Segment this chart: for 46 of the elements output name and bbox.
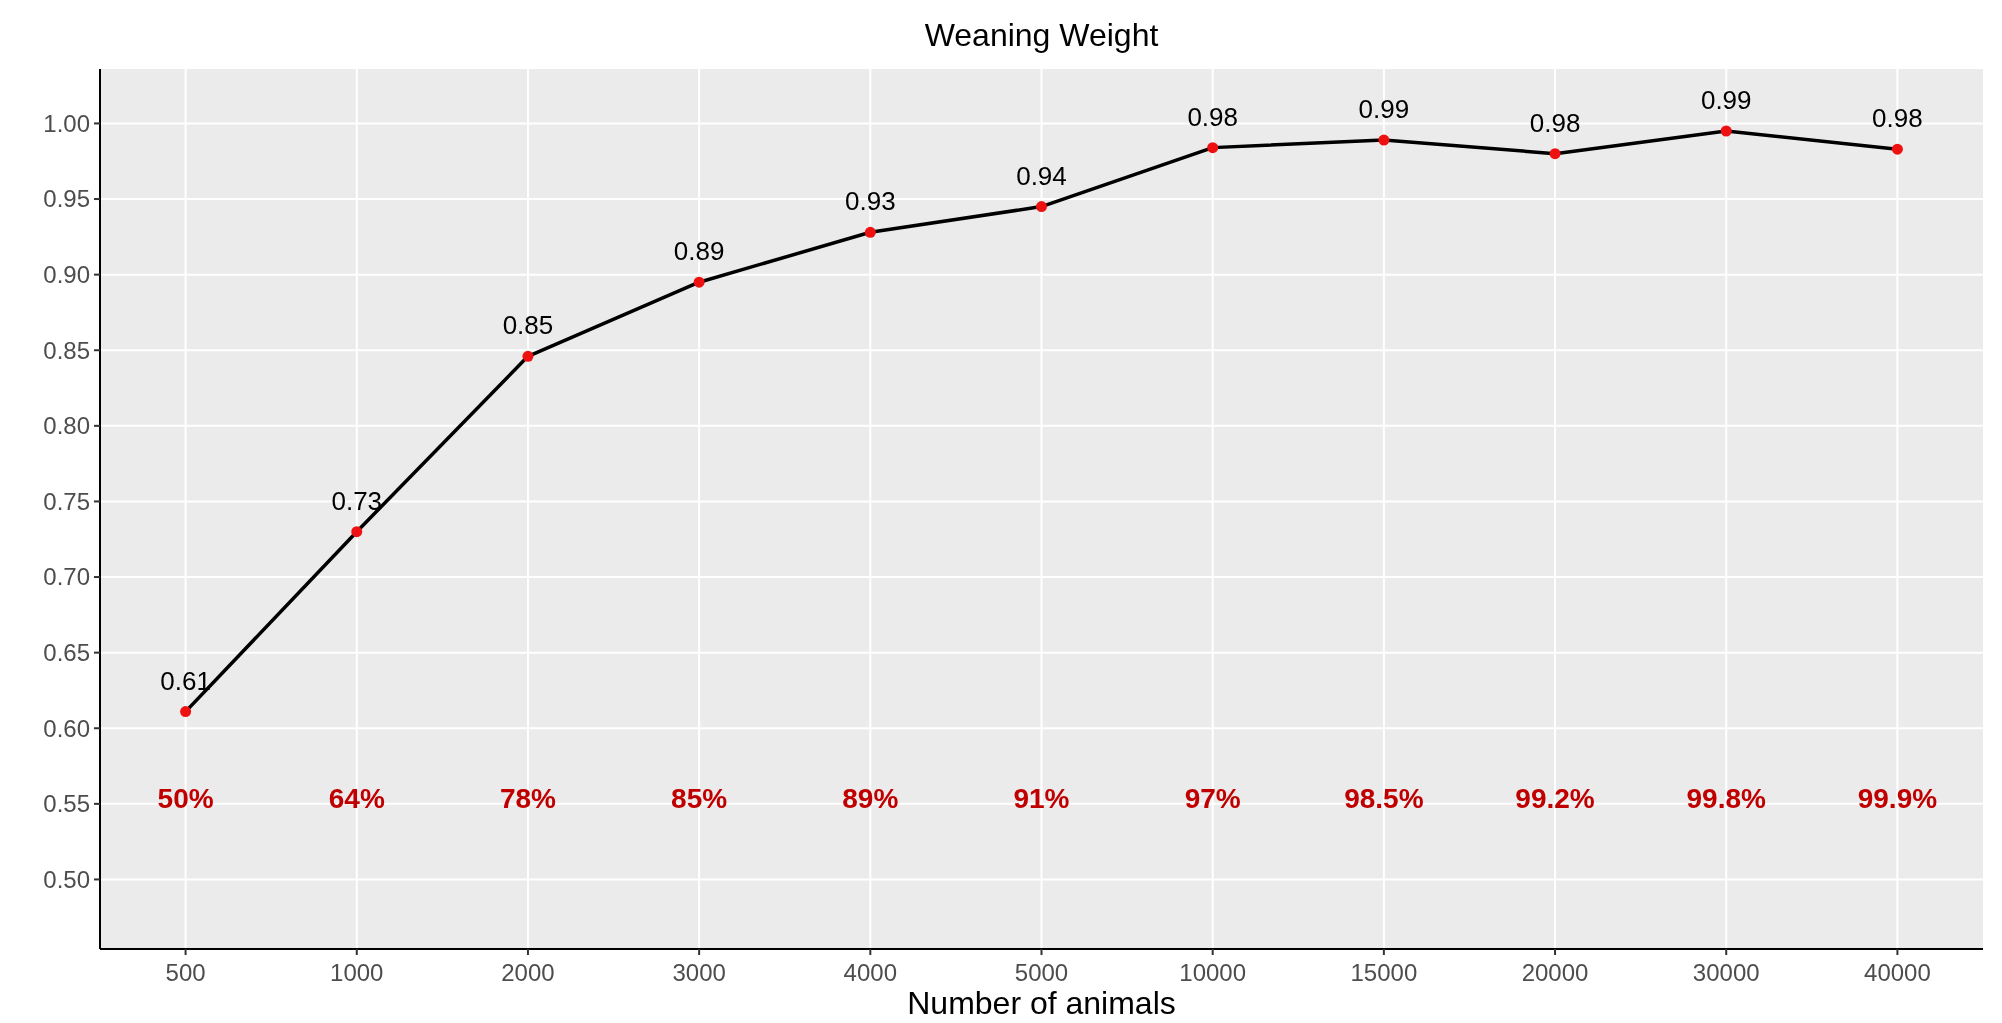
y-tick-label: 0.65: [43, 639, 90, 667]
data-label: 0.61: [160, 665, 211, 696]
annotation: 85%: [671, 782, 728, 814]
x-tick-label: 3000: [672, 959, 726, 986]
data-label: 0.89: [673, 236, 725, 267]
x-tick-label: 20000: [1521, 959, 1589, 986]
annotation: 98.5%: [1344, 782, 1424, 814]
annotation: 97%: [1184, 782, 1241, 814]
annotation: 78%: [499, 782, 557, 814]
x-axis-title: Number of animals: [907, 985, 1176, 1021]
y-tick-label: 0.70: [43, 563, 90, 591]
data-label: 0.98: [1529, 107, 1581, 138]
x-tick-label: 500: [165, 959, 206, 986]
x-tick-label: 4000: [843, 959, 898, 986]
chart-title: Weaning Weight: [924, 17, 1159, 53]
x-tick-label: 15000: [1350, 959, 1418, 986]
x-tick-label: 30000: [1692, 959, 1760, 986]
y-tick-label: 0.80: [43, 412, 90, 440]
y-tick-label: 0.50: [43, 865, 90, 893]
annotation: 50%: [157, 782, 214, 814]
x-tick-label: 10000: [1179, 959, 1247, 986]
x-tick-label: 5000: [1014, 959, 1069, 986]
data-label: 0.99: [1700, 84, 1752, 115]
annotation: 99.2%: [1515, 782, 1595, 814]
y-tick-label: 0.60: [43, 714, 90, 742]
data-label: 0.98: [1872, 103, 1923, 134]
data-label: 0.93: [845, 186, 896, 217]
y-tick-label: 0.55: [43, 790, 90, 818]
x-tick-label: 1000: [330, 959, 384, 986]
annotation: 99.8%: [1686, 782, 1767, 814]
annotation: 99.9%: [1857, 782, 1938, 814]
y-tick-label: 0.85: [43, 336, 90, 364]
y-tick-label: 0.90: [43, 261, 90, 289]
data-label: 0.85: [502, 310, 554, 341]
y-tick-label: 0.75: [43, 487, 90, 515]
x-tick-label: 2000: [501, 959, 555, 986]
data-label: 0.99: [1358, 94, 1410, 125]
data-label: 0.98: [1187, 101, 1238, 132]
data-label: 0.94: [1016, 160, 1067, 191]
y-tick-label: 0.95: [43, 185, 90, 213]
annotation: 91%: [1013, 782, 1070, 814]
annotation: 64%: [328, 782, 385, 814]
data-label: 0.73: [331, 485, 383, 516]
y-tick-label: 1.00: [43, 109, 90, 137]
annotation: 89%: [842, 782, 899, 814]
x-tick-label: 40000: [1864, 959, 1931, 986]
